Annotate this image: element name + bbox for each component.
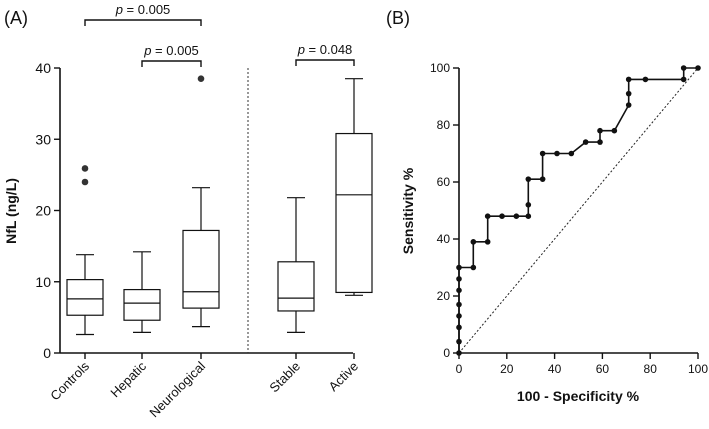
roc-point (568, 150, 575, 157)
outlier-point (197, 75, 205, 82)
roc-point (499, 213, 505, 219)
y-axis-label: Sensitivity % (400, 167, 416, 254)
roc-point (625, 90, 632, 97)
x-tick-label: Controls (47, 358, 92, 403)
y-tick-label: 10 (35, 274, 51, 290)
roc-point (680, 65, 687, 71)
roc-point (554, 150, 560, 157)
roc-point (539, 176, 546, 182)
x-tick-label: Neurological (146, 358, 208, 420)
roc-point (611, 127, 618, 134)
roc-point (625, 76, 632, 83)
roc-point (456, 324, 462, 331)
x-tick-label: 80 (644, 362, 658, 376)
roc-point (484, 213, 491, 219)
roc-point (525, 213, 532, 219)
roc-point (484, 239, 491, 245)
y-tick-label: 0 (443, 346, 450, 360)
reference-diagonal (458, 67, 699, 354)
box-iqr (123, 288, 161, 321)
p-value-label: p = 0.005 (115, 2, 171, 17)
roc-point (456, 264, 462, 271)
x-axis-label: 100 - Specificity % (517, 388, 640, 404)
significance-bracket (141, 60, 202, 67)
p-value-label: p = 0.048 (297, 42, 353, 57)
boxplot-panel: NfL (ng/L) 0 10 20 30 40 Controls HepaticNeuro… (3, 2, 373, 420)
x-tick-label: 100 (688, 362, 708, 376)
box-iqr (182, 229, 220, 309)
roc-point (456, 301, 462, 308)
y-tick-label: 40 (35, 60, 51, 76)
significance-bracket (84, 19, 202, 26)
outlier-point (81, 165, 89, 172)
roc-point (625, 102, 632, 108)
box-iqr (277, 261, 315, 312)
panel-label-b: (B) (386, 8, 410, 28)
roc-point (539, 150, 546, 157)
x-tick-label: Active (325, 359, 361, 395)
box-iqr (335, 132, 373, 294)
roc-point (456, 338, 462, 345)
roc-point (597, 127, 603, 134)
roc-point (456, 350, 462, 356)
roc-point (513, 213, 520, 219)
y-tick-label: 20 (437, 289, 451, 303)
x-tick-label: 40 (548, 362, 562, 376)
x-tick-label: 0 (456, 362, 463, 376)
x-tick-label: 20 (500, 362, 514, 376)
y-axis-label: NfL (ng/L) (3, 178, 19, 244)
y-tick-label: 30 (35, 131, 51, 147)
y-tick-label: 100 (430, 61, 450, 75)
roc-point (680, 76, 687, 83)
roc-point (642, 76, 649, 83)
p-value-label: p = 0.005 (143, 43, 199, 58)
panel-label-a: (A) (4, 8, 28, 28)
roc-point (470, 264, 477, 271)
significance-bracket (295, 59, 355, 66)
roc-point (525, 176, 532, 182)
outlier-point (81, 178, 89, 186)
roc-point (470, 239, 477, 245)
roc-point (456, 287, 462, 294)
roc-point (597, 139, 603, 145)
y-tick-label: 20 (35, 203, 51, 219)
x-tick-label: Hepatic (107, 358, 149, 400)
x-tick-label: Stable (266, 359, 303, 396)
roc-point (456, 276, 462, 282)
roc-panel: 100 - Specificity % Sensitivity % 0 20 40 6… (400, 61, 708, 404)
roc-point (456, 313, 462, 319)
roc-point (525, 202, 532, 208)
roc-point (695, 65, 701, 71)
y-tick-label: 80 (437, 118, 451, 132)
box-iqr (66, 279, 104, 316)
y-tick-label: 0 (43, 345, 51, 361)
roc-point (582, 139, 589, 145)
x-tick-label: 60 (596, 362, 610, 376)
y-tick-label: 40 (437, 232, 451, 246)
y-tick-label: 60 (437, 175, 451, 189)
